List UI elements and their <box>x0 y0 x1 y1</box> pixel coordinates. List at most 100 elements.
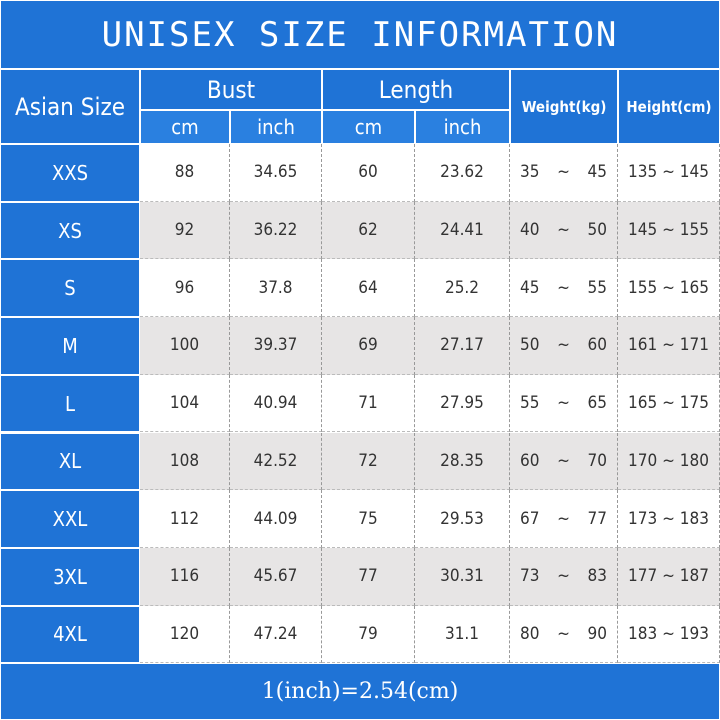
size-label: S <box>0 259 140 318</box>
range-max: 183 <box>679 508 709 529</box>
header-unit: cm <box>322 110 415 144</box>
size-label: 4XL <box>0 605 140 664</box>
height-cell: 177 ~187 <box>618 547 720 606</box>
range-min: 135 <box>628 162 658 183</box>
measure-cell: 44.09 <box>230 490 322 548</box>
range-separator: ~ <box>662 335 675 356</box>
range-max: 77 <box>587 508 607 529</box>
range-min: 73 <box>520 566 540 587</box>
weight-cell: 35 ~45 <box>510 144 618 202</box>
range-max: 171 <box>679 335 709 356</box>
measure-cell: 92 <box>140 201 230 260</box>
measure-cell: 25.2 <box>415 259 510 318</box>
range-min: 55 <box>520 393 540 414</box>
header-height: Height(cm) <box>618 69 720 144</box>
range-min: 80 <box>520 623 540 644</box>
measure-cell: 72 <box>322 432 415 491</box>
measure-cell: 39.37 <box>230 317 322 375</box>
measure-cell: 47.24 <box>230 605 322 664</box>
range-separator: ~ <box>557 450 570 471</box>
range-max: 165 <box>679 277 709 298</box>
header-unit: inch <box>415 110 510 144</box>
range-max: 55 <box>587 277 607 298</box>
header-size: Asian Size <box>0 69 140 144</box>
header-unit: cm <box>140 110 230 144</box>
measure-cell: 29.53 <box>415 490 510 548</box>
range-separator: ~ <box>662 508 675 529</box>
height-cell: 145 ~155 <box>618 201 720 260</box>
measure-cell: 37.8 <box>230 259 322 318</box>
height-cell: 173 ~183 <box>618 490 720 548</box>
range-max: 193 <box>679 623 709 644</box>
weight-cell: 45 ~55 <box>510 259 618 318</box>
weight-cell: 80 ~90 <box>510 605 618 664</box>
weight-cell: 60 ~70 <box>510 432 618 491</box>
range-separator: ~ <box>557 277 570 298</box>
header-length: Length <box>322 69 510 110</box>
weight-cell: 40 ~50 <box>510 201 618 260</box>
size-label: 3XL <box>0 547 140 606</box>
footer-note: 1(inch)=2.54(cm) <box>0 663 720 720</box>
height-cell: 161 ~171 <box>618 317 720 375</box>
size-label: XXL <box>0 490 140 548</box>
measure-cell: 69 <box>322 317 415 375</box>
range-separator: ~ <box>662 450 675 471</box>
range-separator: ~ <box>662 566 675 587</box>
weight-cell: 67 ~77 <box>510 490 618 548</box>
size-label: XL <box>0 432 140 491</box>
range-separator: ~ <box>662 162 675 183</box>
header-unit: inch <box>230 110 322 144</box>
measure-cell: 30.31 <box>415 547 510 606</box>
measure-cell: 27.17 <box>415 317 510 375</box>
range-separator: ~ <box>557 508 570 529</box>
measure-cell: 100 <box>140 317 230 375</box>
range-max: 155 <box>679 220 709 241</box>
range-min: 165 <box>628 393 658 414</box>
range-min: 67 <box>520 508 540 529</box>
measure-cell: 62 <box>322 201 415 260</box>
measure-cell: 88 <box>140 144 230 202</box>
measure-cell: 112 <box>140 490 230 548</box>
range-max: 83 <box>587 566 607 587</box>
measure-cell: 77 <box>322 547 415 606</box>
range-separator: ~ <box>662 623 675 644</box>
measure-cell: 71 <box>322 374 415 433</box>
measure-cell: 27.95 <box>415 374 510 433</box>
height-cell: 183 ~193 <box>618 605 720 664</box>
size-label: L <box>0 374 140 433</box>
range-max: 90 <box>587 623 607 644</box>
range-min: 161 <box>628 335 658 356</box>
range-max: 65 <box>587 393 607 414</box>
measure-cell: 64 <box>322 259 415 318</box>
range-separator: ~ <box>662 393 675 414</box>
measure-cell: 75 <box>322 490 415 548</box>
range-max: 70 <box>587 450 607 471</box>
measure-cell: 23.62 <box>415 144 510 202</box>
range-min: 40 <box>520 220 540 241</box>
range-min: 35 <box>520 162 540 183</box>
height-cell: 135 ~145 <box>618 144 720 202</box>
range-max: 45 <box>587 162 607 183</box>
range-separator: ~ <box>557 566 570 587</box>
range-separator: ~ <box>557 393 570 414</box>
height-cell: 155 ~165 <box>618 259 720 318</box>
measure-cell: 36.22 <box>230 201 322 260</box>
measure-cell: 42.52 <box>230 432 322 491</box>
range-max: 145 <box>679 162 709 183</box>
range-max: 60 <box>587 335 607 356</box>
range-min: 183 <box>628 623 658 644</box>
range-separator: ~ <box>557 335 570 356</box>
range-max: 180 <box>679 450 709 471</box>
measure-cell: 104 <box>140 374 230 433</box>
size-label: XS <box>0 201 140 260</box>
range-min: 60 <box>520 450 540 471</box>
weight-cell: 50 ~60 <box>510 317 618 375</box>
measure-cell: 79 <box>322 605 415 664</box>
range-min: 177 <box>628 566 658 587</box>
range-separator: ~ <box>557 623 570 644</box>
size-label: XXS <box>0 144 140 202</box>
range-separator: ~ <box>662 277 675 298</box>
measure-cell: 45.67 <box>230 547 322 606</box>
range-max: 50 <box>587 220 607 241</box>
